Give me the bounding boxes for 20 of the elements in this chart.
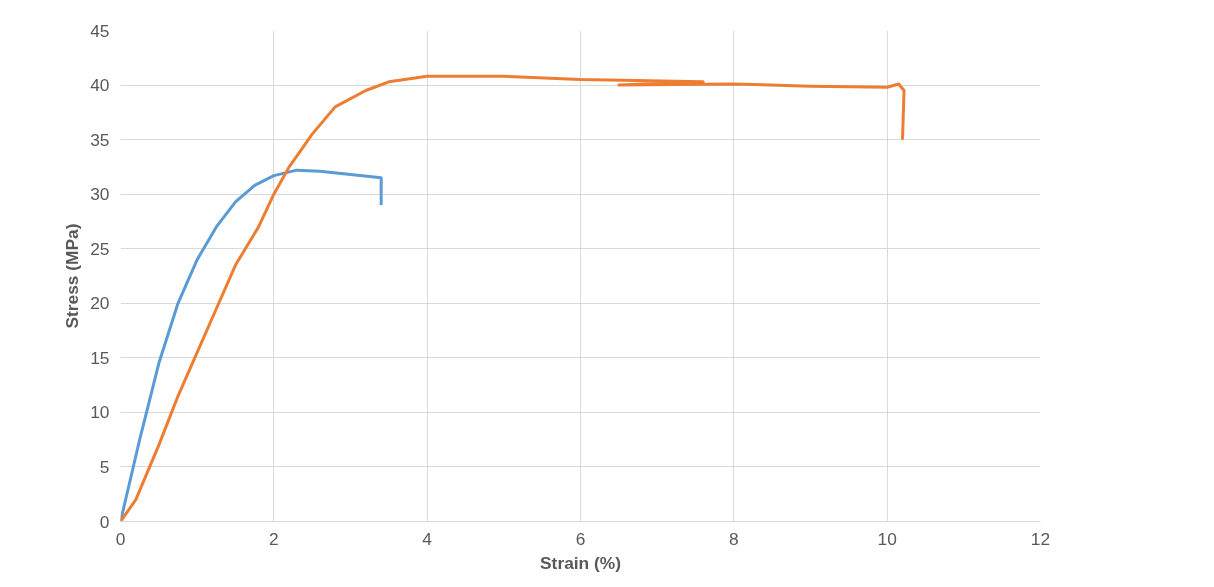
x-tick-label: 0 <box>115 528 126 549</box>
x-tick-label: 12 <box>1030 528 1051 549</box>
y-tick-label: 45 <box>90 20 110 41</box>
x-axis-title: Strain (%) <box>540 552 621 573</box>
line-series <box>120 74 906 522</box>
x-tick-label: 8 <box>729 528 739 549</box>
x-tick-label: 6 <box>575 528 586 549</box>
x-tick-label: 10 <box>877 528 897 549</box>
y-tick-label: 15 <box>90 347 110 368</box>
x-tick-label: 2 <box>269 528 279 549</box>
y-tick-label: 10 <box>90 402 110 423</box>
y-tick-label: 40 <box>90 75 110 96</box>
y-tick-label: 20 <box>90 293 110 314</box>
y-axis-title: Stress (MPa) <box>62 223 83 329</box>
y-tick-label: 25 <box>90 238 110 259</box>
x-tick-label: 4 <box>422 528 433 549</box>
y-tick-label: 35 <box>90 129 110 150</box>
y-tick-label: 5 <box>99 456 110 477</box>
y-tick-label: 30 <box>90 184 110 205</box>
y-tick-label: 0 <box>99 511 110 532</box>
